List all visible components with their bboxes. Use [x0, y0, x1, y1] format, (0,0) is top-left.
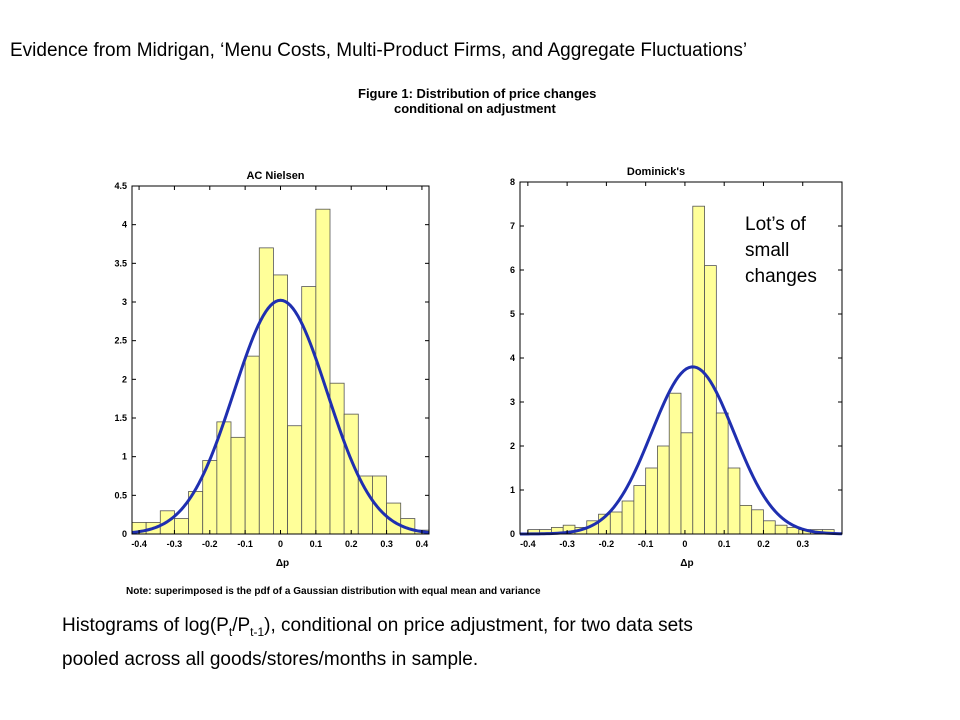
y-tick-label: 2 — [510, 441, 515, 451]
histogram-bar — [668, 392, 682, 535]
x-tick-label: 0.1 — [310, 539, 323, 549]
x-tick-label: -0.2 — [202, 539, 218, 549]
histogram-bar — [287, 425, 303, 535]
callout-line3: changes — [745, 266, 817, 287]
histogram-bar — [763, 520, 776, 535]
histogram-bar — [751, 509, 764, 535]
x-axis-label: Δp — [680, 558, 693, 569]
x-tick-label: 0.2 — [757, 539, 770, 549]
summary-part1: Histograms of log(P — [62, 615, 229, 636]
histogram-bar — [609, 511, 623, 535]
gaussian-pdf-curve — [520, 365, 843, 536]
histogram-bar — [739, 504, 753, 535]
histogram-bar — [273, 274, 288, 535]
y-tick-label: 3 — [510, 397, 515, 407]
y-tick-label: 3.5 — [114, 258, 127, 268]
y-tick-label: 0 — [510, 529, 515, 539]
y-tick-label: 1.5 — [114, 413, 127, 423]
figure-caption-line1: Figure 1: Distribution of price changes — [358, 86, 597, 101]
histogram-bar — [258, 247, 274, 535]
x-axis-label: Δp — [276, 558, 289, 569]
y-tick-label: 1 — [122, 452, 127, 462]
y-tick-label: 3 — [122, 297, 127, 307]
callout-line1: Lot’s of — [745, 214, 806, 235]
y-tick-label: 0.5 — [114, 490, 127, 500]
histogram-bar — [301, 286, 317, 535]
histogram-bar — [715, 412, 729, 535]
y-tick-label: 4 — [122, 220, 127, 230]
histogram-bar — [230, 436, 246, 535]
dominicks-histogram: -0.4 -0.3 -0.2 -0.1 0 0.1 0.2 0.3 0 1 2 3 4 5 6 7 8 Domin… — [490, 160, 850, 600]
x-tick-label: -0.1 — [638, 539, 654, 549]
x-tick-label: 0.3 — [796, 539, 809, 549]
x-tick-label: 0 — [682, 539, 687, 549]
x-tick-label: -0.1 — [237, 539, 253, 549]
y-tick-label: 4.5 — [114, 181, 127, 191]
small-changes-callout: Lot’s of small changes — [745, 210, 817, 292]
x-tick-label: 0.1 — [718, 539, 731, 549]
summary-line2: pooled across all goods/stores/months in… — [62, 648, 479, 670]
ac-nielsen-histogram: -0.4 -0.3 -0.2 -0.1 0 0.1 0.2 0.3 0.4 0 0.5 1 1.5 2 2.… — [96, 160, 436, 600]
histogram-bar — [680, 432, 694, 535]
gaussian-pdf-curve — [131, 298, 430, 535]
y-tick-label: 1 — [510, 485, 515, 495]
chart-title: AC Nielsen — [246, 170, 304, 182]
x-tick-label: 0.2 — [345, 539, 358, 549]
histogram-bar — [244, 355, 260, 535]
histogram-bar — [621, 500, 635, 535]
summary-part3: ), conditional on price adjustment, for … — [264, 615, 693, 636]
summary-sub1: t — [228, 624, 233, 639]
x-tick-label: -0.2 — [599, 539, 615, 549]
figure-note: Note: superimposed is the pdf of a Gauss… — [126, 586, 541, 597]
figure-caption: Figure 1: Distribution of price changes … — [358, 86, 596, 116]
y-tick-label: 6 — [510, 265, 515, 275]
summary-part2: /P — [232, 615, 251, 636]
y-tick-label: 2 — [122, 374, 127, 384]
callout-line2: small — [745, 240, 790, 261]
histogram-bar — [645, 467, 658, 535]
histogram-bar — [174, 518, 189, 535]
x-tick-label: -0.4 — [520, 539, 536, 549]
x-tick-label: 0.3 — [380, 539, 393, 549]
x-tick-label: -0.3 — [167, 539, 183, 549]
x-tick-label: 0 — [278, 539, 283, 549]
x-tick-label: 0.4 — [416, 539, 429, 549]
x-tick-label: -0.3 — [559, 539, 575, 549]
slide-title: Evidence from Midrigan, ‘Menu Costs, Mul… — [10, 40, 748, 61]
y-tick-label: 8 — [510, 177, 515, 187]
summary-text: Histograms of log(Pt/Pt-1), conditional … — [62, 612, 912, 673]
figure-caption-line2: conditional on adjustment — [394, 101, 556, 116]
histogram-bar — [315, 208, 331, 535]
histogram-bar — [774, 524, 788, 535]
y-tick-label: 0 — [122, 529, 127, 539]
y-tick-label: 2.5 — [114, 336, 127, 346]
summary-sub2: t-1 — [250, 624, 265, 639]
y-tick-label: 7 — [510, 221, 515, 231]
histogram-bar — [704, 265, 717, 535]
y-tick-label: 5 — [510, 309, 515, 319]
histogram-bar — [357, 475, 373, 535]
x-tick-label: -0.4 — [131, 539, 147, 549]
chart-title: Dominick's — [627, 166, 685, 178]
histogram-bar — [633, 485, 647, 535]
summary-line1: Histograms of log(Pt/Pt-1), conditional … — [62, 612, 912, 646]
histogram-bar — [657, 445, 670, 535]
y-tick-label: 4 — [510, 353, 515, 363]
histogram-bar — [727, 467, 741, 535]
